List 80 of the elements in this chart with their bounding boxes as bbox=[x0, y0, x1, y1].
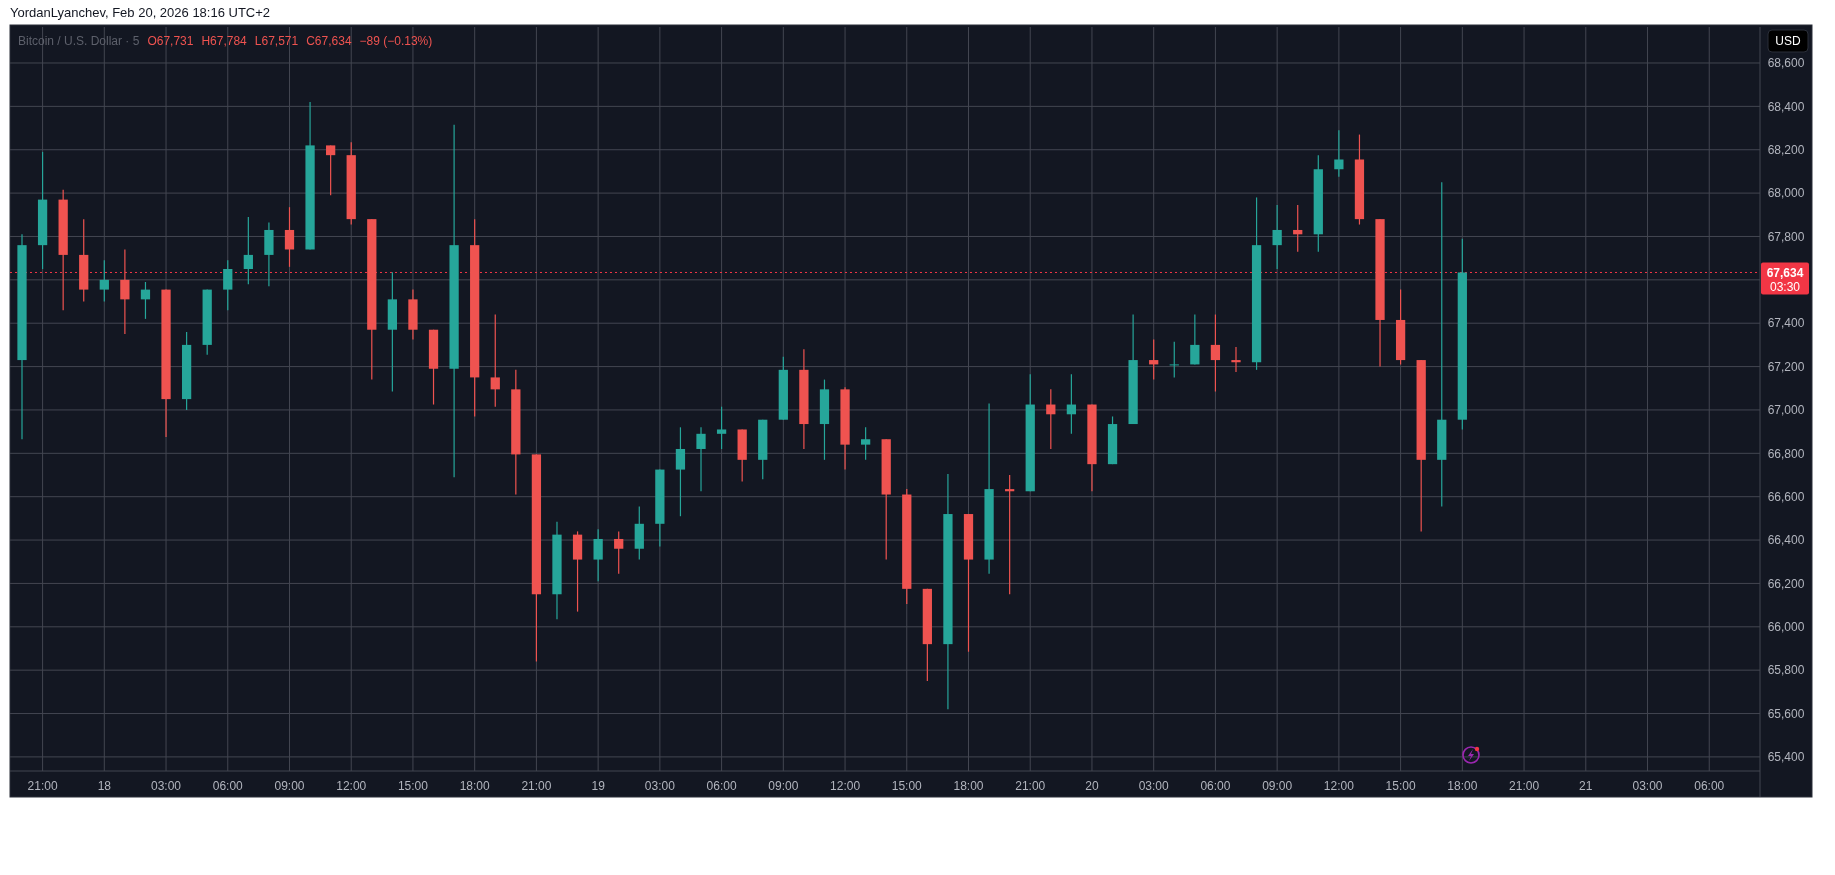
x-tick-label: 18:00 bbox=[1447, 779, 1478, 794]
x-tick-label: 12:00 bbox=[1323, 779, 1355, 794]
chart-subtitle: YordanLyanchev, Feb 20, 2026 18:16 UTC+2 bbox=[10, 5, 271, 20]
y-tick-label: 68,200 bbox=[1767, 142, 1805, 157]
annotation: C67,634 bbox=[306, 34, 352, 49]
x-tick-label: 09:00 bbox=[274, 779, 305, 794]
x-tick-label: 21 bbox=[1579, 779, 1593, 794]
y-tick-label: 67,800 bbox=[1767, 229, 1805, 244]
x-tick-label: 18 bbox=[97, 779, 112, 794]
candlestick bbox=[1334, 129, 1344, 178]
x-tick-label: 12:00 bbox=[336, 779, 367, 794]
candlestick bbox=[614, 530, 624, 575]
x-tick-label: 18:00 bbox=[459, 779, 491, 794]
candlestick bbox=[1437, 181, 1447, 508]
candlestick bbox=[861, 426, 871, 461]
x-tick-label: 03:00 bbox=[1138, 779, 1170, 794]
candlestick bbox=[490, 313, 500, 408]
candlestick bbox=[99, 259, 109, 303]
x-tick-label: 20 bbox=[1085, 779, 1099, 794]
candlestick bbox=[1169, 341, 1179, 379]
candlestick bbox=[243, 216, 253, 285]
x-tick-label: 21:00 bbox=[1509, 779, 1540, 794]
candlestick bbox=[223, 259, 233, 311]
candlestick bbox=[326, 144, 336, 196]
x-tick-label: 19 bbox=[591, 779, 606, 794]
y-tick-label: 66,000 bbox=[1767, 620, 1805, 634]
y-tick-label: 67,000 bbox=[1767, 403, 1805, 418]
x-tick-label: 12:00 bbox=[830, 779, 861, 794]
candlestick bbox=[1066, 373, 1077, 435]
x-tick-label: 03:00 bbox=[1632, 779, 1663, 794]
candlestick bbox=[1149, 338, 1159, 381]
x-tick-label: 21:00 bbox=[521, 779, 552, 794]
x-tick-label: 03:00 bbox=[644, 779, 676, 794]
y-tick-label: 66,400 bbox=[1767, 533, 1805, 548]
x-tick-label: 09:00 bbox=[768, 779, 799, 794]
y-tick-label: 65,400 bbox=[1767, 750, 1805, 765]
text: Bitcoin / U.S. Dollar · 5 bbox=[18, 34, 140, 49]
annotation: H67,784 bbox=[201, 34, 248, 49]
candlestick bbox=[696, 426, 706, 492]
x-tick-label: 15:00 bbox=[397, 779, 429, 794]
annotation: L67,571 bbox=[254, 34, 299, 49]
y-tick-label: 67,400 bbox=[1767, 316, 1805, 331]
candlestick bbox=[140, 281, 151, 320]
x-tick-label: 15:00 bbox=[1385, 779, 1416, 794]
candlestick bbox=[1046, 388, 1056, 450]
x-tick-label: 21:00 bbox=[27, 779, 58, 794]
annotation: O67,731 bbox=[147, 34, 194, 49]
candlestick bbox=[1272, 204, 1282, 270]
x-tick-label: 03:00 bbox=[151, 779, 182, 794]
candlestick bbox=[716, 406, 727, 450]
y-tick-label: 68,000 bbox=[1767, 186, 1805, 201]
y-tick-label: 66,600 bbox=[1767, 489, 1805, 504]
x-tick-label: 21:00 bbox=[1015, 779, 1046, 794]
x-tick-label: 06:00 bbox=[706, 779, 737, 794]
candlestick bbox=[1293, 204, 1303, 253]
ref-line-label: 67,634 bbox=[1766, 265, 1804, 280]
y-tick-label: 66,800 bbox=[1767, 446, 1805, 461]
text: 03:30 bbox=[1769, 279, 1801, 294]
candlestick bbox=[284, 206, 295, 268]
candlestick bbox=[1005, 474, 1015, 595]
candlestick bbox=[593, 528, 603, 582]
y-tick-label: 67,200 bbox=[1767, 359, 1805, 374]
y-tick-label: 66,200 bbox=[1767, 576, 1805, 591]
y-tick-label: 68,400 bbox=[1767, 99, 1805, 114]
candlestick bbox=[1231, 346, 1241, 373]
x-tick-label: 18:00 bbox=[953, 779, 984, 794]
annotation: −89 (−0.13%) bbox=[359, 34, 433, 49]
y-tick-label: 65,800 bbox=[1767, 663, 1805, 678]
y-tick-label: 68,600 bbox=[1767, 56, 1805, 71]
x-tick-label: 06:00 bbox=[1200, 779, 1231, 794]
candlestick bbox=[120, 248, 130, 335]
candlestick bbox=[1190, 313, 1200, 366]
candlestick bbox=[675, 426, 686, 517]
candlestick bbox=[1210, 313, 1221, 393]
x-tick-label: 09:00 bbox=[1262, 779, 1293, 794]
y-tick-label: 65,600 bbox=[1767, 706, 1805, 721]
x-tick-label: 15:00 bbox=[891, 779, 923, 794]
x-tick-label: 06:00 bbox=[1694, 779, 1725, 794]
x-tick-label: 06:00 bbox=[212, 779, 244, 794]
text: USD bbox=[1775, 34, 1801, 49]
